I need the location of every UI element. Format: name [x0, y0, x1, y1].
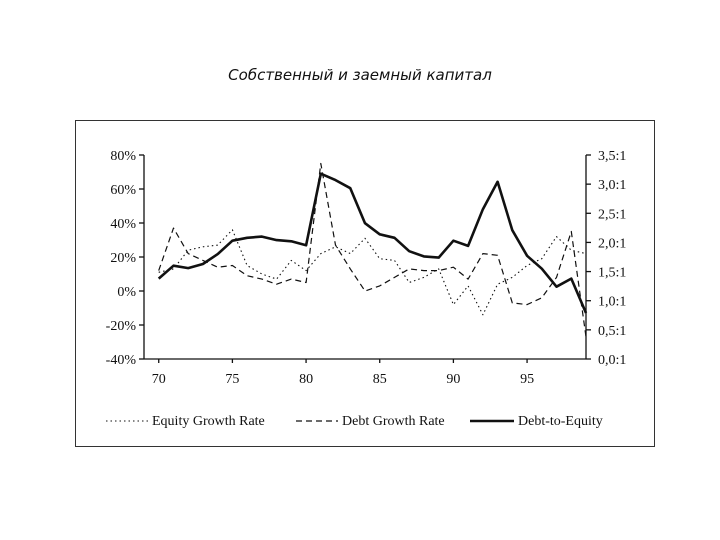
y-right-tick-label: 1,5:1	[598, 266, 626, 281]
series-line-debt-to-equity	[157, 172, 588, 314]
x-tick-label: 75	[225, 372, 239, 387]
y-left-tick-label: -40%	[106, 353, 137, 368]
y-right-tick-label: 0,5:1	[598, 324, 626, 339]
series-line-equity-growth-rate	[158, 229, 587, 316]
x-tick-label: 85	[373, 372, 387, 387]
x-tick-label: 95	[520, 372, 534, 387]
x-tick-label: 70	[152, 372, 166, 387]
y-right-tick-label: 3,5:1	[598, 149, 626, 164]
legend-label: Equity Growth Rate	[152, 414, 265, 429]
y-right-tick-label: 0,0:1	[598, 353, 626, 368]
chart-series	[157, 162, 588, 337]
y-left-tick-label: -20%	[106, 319, 137, 334]
y-left-tick-label: 80%	[110, 149, 136, 164]
legend-label: Debt-to-Equity	[518, 414, 603, 429]
y-right-tick-label: 2,5:1	[598, 207, 626, 222]
chart: 80% 60% 40% 20% 0% -20% -40% 3,5:1 3,0:1 2,5:1 2,0…	[106, 149, 627, 429]
chart-legend: Equity Growth Rate Debt Growth Rate Debt-t…	[106, 414, 603, 429]
y-right-tick-label: 1,0:1	[598, 295, 626, 310]
slide-title: Собственный и заемный капитал	[228, 66, 492, 84]
x-tick-label: 80	[299, 372, 313, 387]
legend-label: Debt Growth Rate	[342, 414, 445, 429]
x-tick-label: 90	[446, 372, 460, 387]
y-left-tick-label: 0%	[117, 285, 136, 300]
y-right-tick-label: 2,0:1	[598, 236, 626, 251]
y-left-tick-label: 60%	[110, 183, 136, 198]
chart-frame: 80% 60% 40% 20% 0% -20% -40% 3,5:1 3,0:1 2,5:1 2,0…	[75, 120, 655, 447]
y-left-tick-label: 20%	[110, 251, 136, 266]
chart-axes: 80% 60% 40% 20% 0% -20% -40% 3,5:1 3,0:1 2,5:1 2,0…	[106, 149, 627, 387]
y-right-tick-label: 3,0:1	[598, 178, 626, 193]
y-left-tick-label: 40%	[110, 217, 136, 232]
